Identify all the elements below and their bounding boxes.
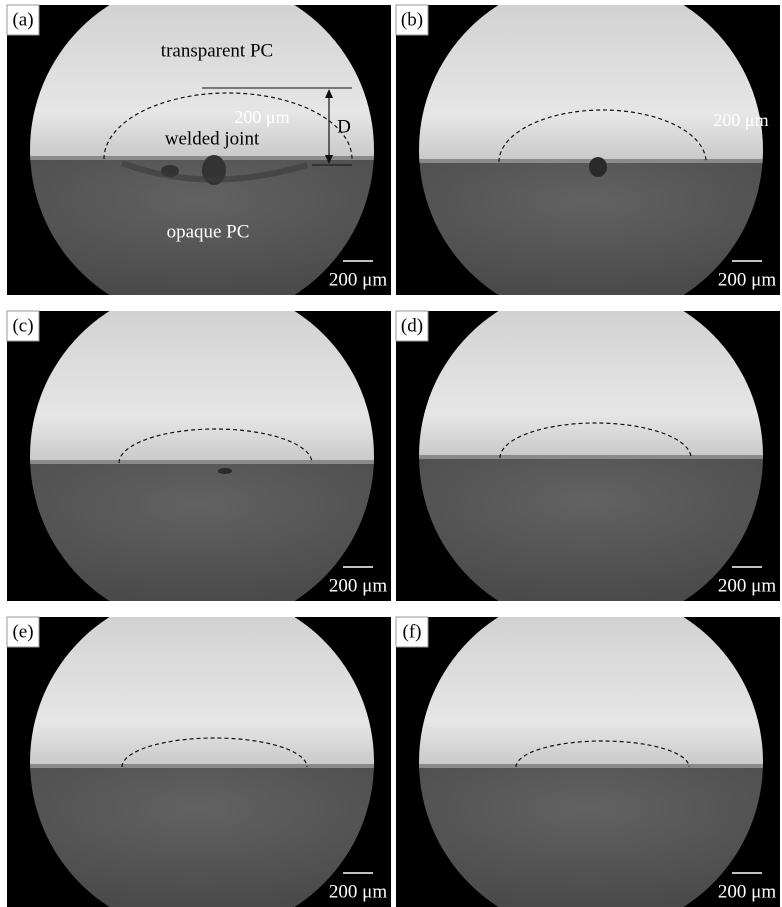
interface [7, 460, 391, 464]
scale-label: 200 μm [329, 269, 387, 290]
panel-image [7, 311, 391, 601]
figure: (a) 200 μm 200 μm transparent PC welded join… [0, 0, 782, 907]
micrograph [396, 5, 780, 295]
pore [218, 468, 232, 474]
panel-label: (a) [12, 9, 33, 30]
panel: (d) 200 μm [396, 311, 780, 601]
interface [396, 764, 780, 768]
interface [7, 764, 391, 768]
scale-label: 200 μm [718, 881, 776, 902]
interface [7, 156, 391, 160]
scale-label: 200 μm [718, 575, 776, 596]
panel-label: (c) [12, 315, 33, 336]
panel-image [396, 617, 780, 907]
stray-scale-label: 200 μm [713, 110, 768, 130]
annotation: transparent PC [161, 40, 273, 61]
scale-label: 200 μm [329, 881, 387, 902]
scale-label: 200 μm [329, 575, 387, 596]
micrograph [396, 617, 780, 907]
panel-image [396, 311, 780, 601]
panel: (e) 200 μm [7, 617, 391, 907]
panel: (b) 200 μm 200 μm [396, 5, 780, 295]
panel-image [7, 617, 391, 907]
annotation: opaque PC [167, 221, 250, 242]
interface [396, 159, 780, 163]
micrograph [7, 311, 391, 601]
interface [396, 455, 780, 459]
panel-label: (b) [401, 9, 423, 30]
panel: (a) 200 μm 200 μm transparent PC welded join… [7, 5, 391, 295]
micrograph [396, 311, 780, 601]
panel-image [396, 5, 780, 295]
stray-scale-label: 200 μm [234, 107, 289, 127]
panel: (f) 200 μm [396, 617, 780, 907]
panel-label: (f) [403, 621, 422, 642]
panel: (c) 200 μm [7, 311, 391, 601]
panel-label: (e) [12, 621, 33, 642]
panel-label: (d) [401, 315, 423, 336]
annotation: D [337, 116, 351, 137]
scale-label: 200 μm [718, 269, 776, 290]
micrograph [7, 617, 391, 907]
pore [589, 157, 607, 177]
annotation: welded joint [165, 128, 260, 149]
